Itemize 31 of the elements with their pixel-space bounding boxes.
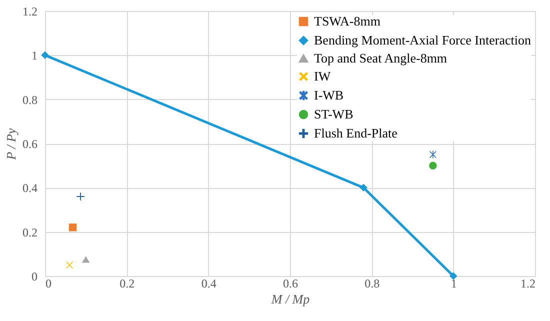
legend-label: Top and Seat Angle-8mm: [314, 50, 448, 66]
y-tick-label: 1: [32, 48, 38, 63]
legend-label: ST-WB: [314, 106, 354, 122]
x-tick-label: 0: [46, 276, 52, 290]
y-axis-title: P / Py: [4, 128, 18, 161]
legend-label: IW: [314, 68, 332, 84]
point: [76, 192, 84, 200]
y-tick-label: 1.2: [22, 4, 38, 18]
y-tick-label: 0.8: [22, 92, 38, 107]
x-tick-label: 0.4: [201, 276, 216, 290]
legend-label: I-WB: [314, 88, 344, 102]
x-tick-label: 0.6: [283, 276, 298, 290]
y-tick-label: 0.6: [22, 137, 38, 151]
legend-label: Bending Moment-Axial Force Interaction: [314, 32, 532, 48]
x-tick-label: 0.8: [364, 276, 380, 290]
point: [66, 261, 73, 268]
y-tick-label: 0.2: [22, 225, 38, 240]
point: [68, 224, 77, 232]
point: [449, 272, 458, 280]
legend-label: TSWA-8mm: [314, 14, 380, 28]
x-tick-label: 0.2: [120, 276, 135, 290]
x-tick-label: 1.2: [520, 276, 536, 290]
point: [41, 51, 49, 60]
legend-label: Flush End-Plate: [314, 126, 398, 140]
x-tick-label: 1: [450, 276, 457, 290]
x-axis-title: M / Mp: [270, 292, 310, 306]
point: [429, 150, 436, 158]
y-tick-label: 0.4: [22, 181, 38, 196]
point: [429, 162, 437, 170]
point: [82, 256, 90, 263]
point: [360, 184, 368, 192]
